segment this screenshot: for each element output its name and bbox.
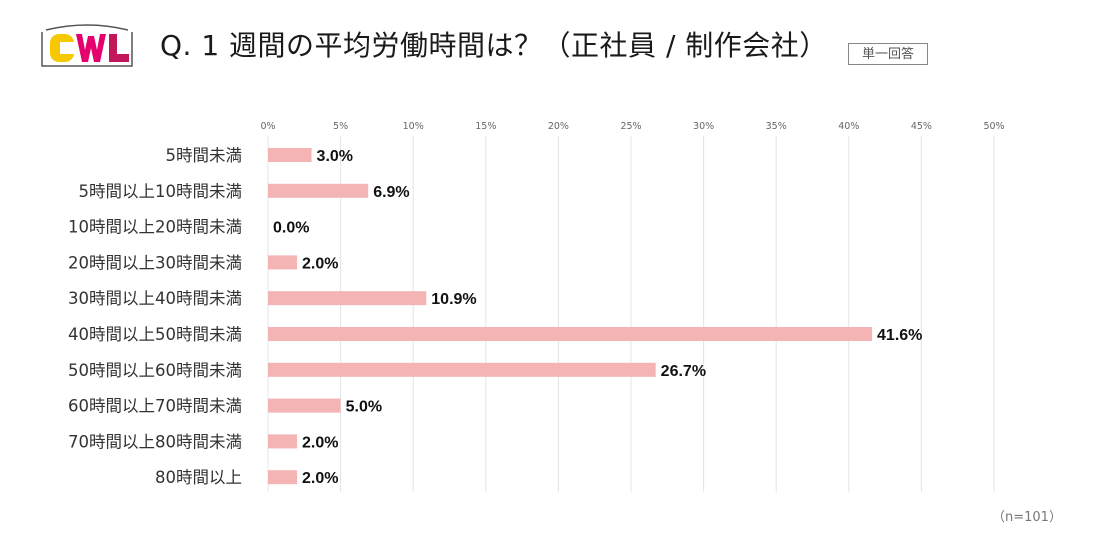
category-label: 30時間以上40時間未満 (68, 289, 242, 308)
cwl-logo (41, 24, 133, 67)
value-label: 6.9% (373, 184, 409, 201)
bar (268, 434, 298, 449)
x-tick-label: 5% (333, 121, 348, 132)
bar (268, 362, 656, 377)
value-label: 0.0% (273, 220, 309, 237)
category-label: 10時間以上20時間未満 (68, 218, 242, 237)
value-label: 2.0% (302, 255, 338, 272)
bar (268, 398, 341, 413)
sample-size-note: （n=101） (992, 510, 1062, 525)
value-label: 3.0% (317, 148, 353, 165)
bar (268, 255, 298, 270)
x-tick-label: 10% (403, 121, 424, 132)
x-tick-label: 15% (475, 121, 496, 132)
value-label: 26.7% (661, 363, 706, 380)
value-label: 5.0% (346, 399, 382, 416)
category-label: 40時間以上50時間未満 (68, 325, 242, 344)
x-tick-label: 20% (548, 121, 569, 132)
value-label: 10.9% (431, 291, 476, 308)
category-label: 80時間以上 (155, 468, 242, 487)
category-label: 60時間以上70時間未満 (68, 397, 242, 416)
category-label: 50時間以上60時間未満 (68, 361, 242, 380)
category-label: 20時間以上30時間未満 (68, 253, 242, 272)
value-label: 41.6% (877, 327, 922, 344)
bar (268, 291, 427, 306)
chart-title: Q. 1 週間の平均労働時間は？（正社員 / 制作会社） (160, 29, 828, 62)
bar (268, 470, 298, 485)
x-tick-label: 30% (693, 121, 714, 132)
bar (268, 183, 369, 198)
x-tick-label: 50% (983, 121, 1004, 132)
logo-letter-l (109, 34, 129, 62)
value-label: 2.0% (302, 434, 338, 451)
logo-letter-w (76, 34, 106, 62)
bar (268, 327, 873, 341)
category-label: 5時間以上10時間未満 (79, 182, 243, 201)
x-tick-label: 40% (838, 121, 859, 132)
bar (268, 148, 312, 162)
x-tick-label: 25% (620, 121, 641, 132)
category-label: 70時間以上80時間未満 (68, 432, 242, 451)
x-tick-label: 35% (766, 121, 787, 132)
x-tick-label: 0% (260, 121, 275, 132)
logo-letter-c (50, 34, 76, 62)
x-tick-label: 45% (911, 121, 932, 132)
category-label: 5時間未満 (166, 146, 243, 165)
answer-type-badge: 単一回答 (848, 43, 928, 65)
value-label: 2.0% (302, 470, 338, 487)
